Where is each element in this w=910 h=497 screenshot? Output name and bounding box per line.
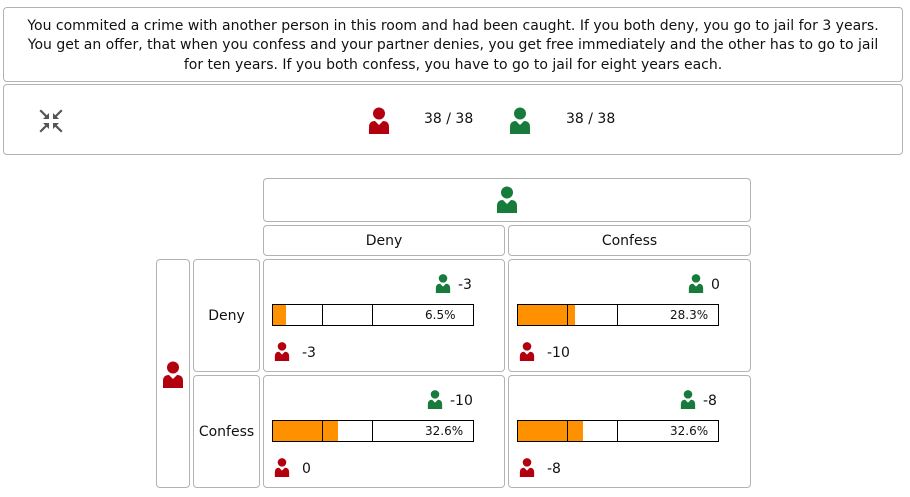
cell-confess-confess[interactable]: -8 32.6% -8 bbox=[508, 375, 751, 488]
red-player-count: 38 / 38 bbox=[424, 111, 474, 127]
row-label: Confess bbox=[198, 423, 255, 440]
red-payoff: 0 bbox=[302, 461, 311, 477]
share-label: 6.5% bbox=[423, 305, 473, 325]
status-bar: 38 / 38 38 / 38 bbox=[3, 84, 903, 155]
share-label: 28.3% bbox=[668, 305, 718, 325]
bar-tick bbox=[322, 421, 323, 441]
cell-deny-deny[interactable]: -3 6.5% -3 bbox=[263, 259, 505, 372]
column-player-header bbox=[263, 178, 751, 222]
share-fill bbox=[273, 305, 286, 325]
green-user-icon bbox=[427, 390, 443, 409]
share-label: 32.6% bbox=[423, 421, 473, 441]
red-user-icon bbox=[274, 342, 290, 361]
row-player-header bbox=[156, 259, 190, 488]
green-user-icon bbox=[435, 274, 451, 293]
cell-confess-deny[interactable]: -10 32.6% 0 bbox=[263, 375, 505, 488]
column-header-confess: Confess bbox=[508, 225, 751, 256]
red-payoff: -8 bbox=[547, 461, 561, 477]
red-user-icon bbox=[274, 458, 290, 477]
green-user-icon bbox=[510, 107, 530, 134]
row-header-confess: Confess bbox=[193, 375, 260, 488]
compress-arrows-icon bbox=[39, 109, 63, 133]
red-user-icon bbox=[163, 361, 183, 388]
green-player-count: 38 / 38 bbox=[566, 111, 616, 127]
red-user-icon bbox=[519, 342, 535, 361]
red-user-icon bbox=[369, 107, 389, 134]
scenario-panel: You commited a crime with another person… bbox=[3, 7, 903, 82]
row-label: Deny bbox=[208, 307, 245, 324]
green-payoff: 0 bbox=[711, 277, 720, 293]
green-user-icon bbox=[680, 390, 696, 409]
bar-tick bbox=[322, 305, 323, 325]
green-payoff: -8 bbox=[703, 393, 717, 409]
bar-tick bbox=[372, 305, 373, 325]
column-label: Confess bbox=[601, 232, 658, 249]
scenario-text: You commited a crime with another person… bbox=[27, 18, 879, 73]
column-header-deny: Deny bbox=[263, 225, 505, 256]
bar-tick bbox=[617, 305, 618, 325]
share-fill bbox=[518, 421, 583, 441]
red-user-icon bbox=[519, 458, 535, 477]
bar-tick bbox=[567, 421, 568, 441]
cell-deny-confess[interactable]: 0 28.3% -10 bbox=[508, 259, 751, 372]
bar-tick bbox=[617, 421, 618, 441]
green-payoff: -3 bbox=[458, 277, 472, 293]
row-header-deny: Deny bbox=[193, 259, 260, 372]
bar-tick bbox=[372, 421, 373, 441]
red-payoff: -10 bbox=[547, 345, 570, 361]
green-user-icon bbox=[688, 274, 704, 293]
choice-share-bar: 28.3% bbox=[517, 304, 719, 326]
share-fill bbox=[273, 421, 338, 441]
share-fill bbox=[518, 305, 575, 325]
column-label: Deny bbox=[365, 232, 403, 249]
green-user-icon bbox=[497, 186, 517, 213]
bar-tick bbox=[567, 305, 568, 325]
collapse-button[interactable] bbox=[36, 106, 66, 136]
green-payoff: -10 bbox=[450, 393, 473, 409]
share-label: 32.6% bbox=[668, 421, 718, 441]
choice-share-bar: 32.6% bbox=[517, 420, 719, 442]
choice-share-bar: 6.5% bbox=[272, 304, 474, 326]
choice-share-bar: 32.6% bbox=[272, 420, 474, 442]
red-payoff: -3 bbox=[302, 345, 316, 361]
